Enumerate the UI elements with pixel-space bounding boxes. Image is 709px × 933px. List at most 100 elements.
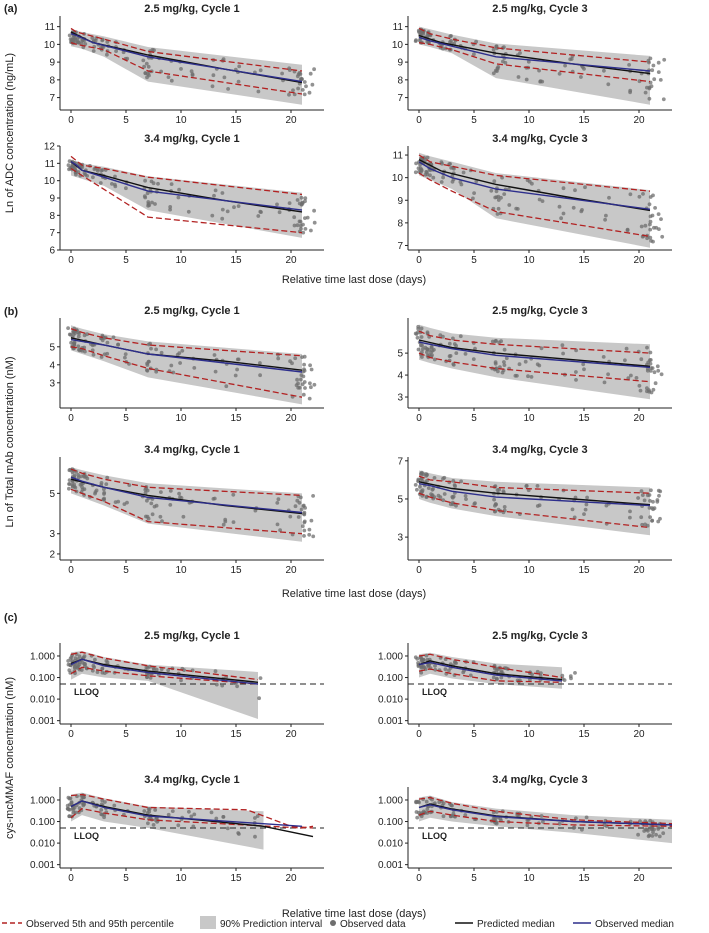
- x-tick-label: 15: [230, 565, 242, 576]
- observed-data-point: [69, 340, 73, 345]
- observed-data-point: [656, 70, 661, 74]
- observed-data-point: [309, 367, 314, 372]
- observed-data-point: [67, 468, 72, 473]
- observed-data-point: [472, 502, 477, 506]
- observed-data-point: [500, 175, 504, 180]
- observed-data-point: [433, 801, 437, 805]
- observed-data-point: [540, 199, 545, 204]
- observed-data-point: [224, 384, 229, 389]
- observed-data-point: [81, 655, 86, 660]
- observed-data-point: [68, 332, 73, 337]
- observed-data-point: [259, 210, 263, 215]
- observed-data-point: [582, 67, 586, 71]
- observed-data-point: [580, 208, 584, 212]
- y-tick-label: 0.001: [30, 860, 55, 871]
- observed-data-point: [458, 334, 463, 339]
- observed-data-point: [146, 64, 151, 69]
- observed-data-point: [292, 223, 297, 228]
- observed-data-point: [572, 825, 577, 830]
- observed-data-points: [414, 796, 666, 839]
- observed-data-point: [499, 339, 503, 344]
- observed-data-point: [449, 803, 454, 808]
- observed-data-point: [645, 368, 650, 373]
- x-tick-label: 15: [578, 115, 590, 126]
- observed-data-point: [95, 169, 100, 173]
- subplot: 3.4 mg/kg, Cycle 3 LLOQ 0 5 10 15 20 0.001 0.010…: [378, 774, 673, 884]
- observed-data-point: [258, 676, 263, 680]
- subplot-title: 3.4 mg/kg, Cycle 1: [144, 444, 239, 456]
- observed-data-point: [414, 810, 419, 814]
- observed-data-point: [427, 347, 431, 352]
- x-tick-label: 10: [175, 413, 187, 424]
- observed-data-point: [116, 342, 120, 347]
- y-tick-label: 11: [45, 22, 56, 33]
- observed-95th-percentile-line: [418, 154, 651, 192]
- observed-95th-percentile-line: [70, 468, 303, 497]
- observed-data-point: [440, 161, 444, 166]
- observed-data-point: [150, 200, 154, 205]
- observed-data-point: [563, 63, 567, 68]
- observed-data-point: [295, 377, 299, 382]
- observed-data-point: [419, 666, 424, 670]
- observed-data-point: [650, 518, 655, 523]
- y-tick-label: 0.010: [378, 839, 403, 850]
- observed-data-point: [151, 181, 156, 186]
- y-tick-label: 8: [49, 211, 55, 222]
- observed-data-point: [560, 343, 565, 348]
- observed-data-point: [657, 493, 661, 498]
- observed-median-line: [70, 161, 303, 211]
- observed-data-point: [67, 478, 72, 482]
- y-tick-label: 0.010: [378, 695, 403, 706]
- observed-data-point: [425, 350, 429, 355]
- observed-data-point: [100, 168, 105, 172]
- observed-data-point: [647, 388, 651, 393]
- x-tick-label: 0: [68, 565, 74, 576]
- observed-data-point: [154, 369, 159, 374]
- observed-data-point: [299, 202, 304, 207]
- observed-95th-percentile-line: [70, 155, 303, 196]
- observed-data-point: [93, 38, 98, 43]
- subplot: 3.4 mg/kg, Cycle 3 0 5 10 15 20 7 8 9 10 11: [392, 133, 672, 266]
- y-tick-label: 2: [49, 549, 55, 560]
- observed-data-point: [494, 502, 498, 507]
- observed-data-point: [276, 497, 281, 502]
- subplot-title: 2.5 mg/kg, Cycle 1: [144, 305, 239, 317]
- observed-data-point: [156, 181, 160, 186]
- observed-data-point: [433, 667, 438, 672]
- observed-data-point: [449, 34, 453, 38]
- observed-data-point: [649, 84, 654, 89]
- y-tick-label: 5: [397, 494, 403, 505]
- x-tick-label: 20: [285, 565, 297, 576]
- observed-median-line: [70, 476, 303, 514]
- y-tick-label: 11: [393, 22, 404, 33]
- x-tick-label: 0: [416, 565, 422, 576]
- observed-data-point: [639, 489, 644, 494]
- observed-data-point: [180, 348, 185, 353]
- observed-data-point: [83, 42, 88, 46]
- observed-data-point: [311, 494, 315, 498]
- observed-data-point: [494, 821, 499, 826]
- observed-median-line: [70, 800, 303, 827]
- predicted-median-line: [418, 481, 651, 506]
- observed-data-point: [655, 364, 660, 369]
- y-tick-label: 9: [397, 196, 403, 207]
- observed-data-point: [300, 88, 305, 92]
- subplot-title: 3.4 mg/kg, Cycle 3: [492, 133, 587, 145]
- observed-data-point: [498, 365, 502, 369]
- observed-data-point: [295, 223, 300, 228]
- observed-data-point: [213, 188, 218, 193]
- observed-data-point: [307, 527, 312, 532]
- observed-data-point: [152, 667, 156, 672]
- x-tick-label: 5: [471, 729, 477, 740]
- observed-data-point: [123, 355, 127, 360]
- observed-data-point: [645, 345, 649, 350]
- x-axis-label: Relative time last dose (days): [282, 274, 426, 286]
- y-tick-label: 3: [49, 378, 55, 389]
- x-axis-label: Relative time last dose (days): [282, 588, 426, 600]
- legend-label: Predicted median: [477, 919, 555, 930]
- observed-data-point: [538, 79, 543, 83]
- y-tick-label: 0.001: [378, 860, 403, 871]
- observed-data-point: [504, 356, 509, 361]
- observed-data-point: [628, 90, 632, 95]
- observed-data-point: [623, 358, 627, 363]
